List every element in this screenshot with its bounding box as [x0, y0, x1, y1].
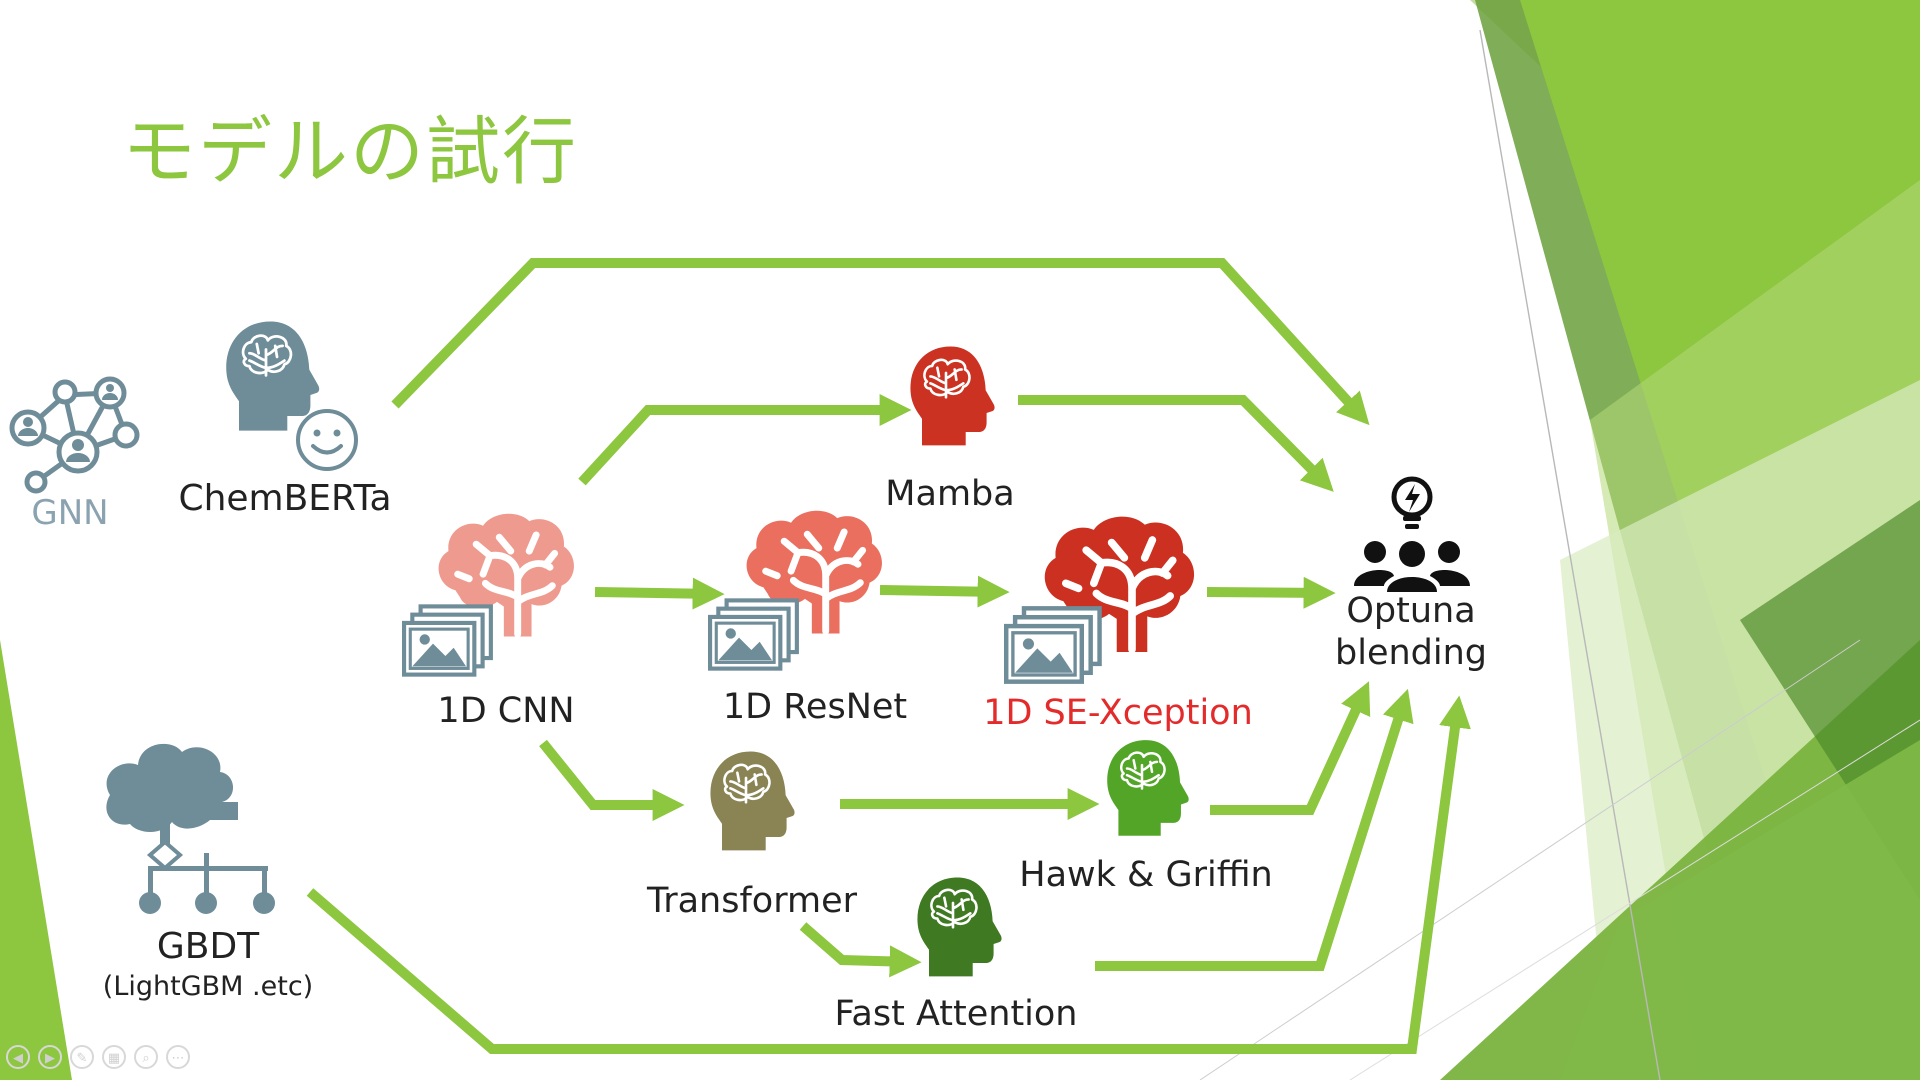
- zoom-icon: ⌕: [142, 1051, 150, 1066]
- slides-icon: ▦: [107, 1051, 121, 1066]
- arrow-sexception-to-optuna: [1206, 576, 1336, 609]
- label-1d-cnn: 1D CNN: [437, 691, 574, 731]
- pen-tool-button[interactable]: ✎: [70, 1045, 94, 1069]
- arrow-hawk-to-optuna: [1210, 681, 1371, 815]
- next-icon: ▶: [45, 1051, 55, 1066]
- label-1d-resnet: 1D ResNet: [723, 687, 907, 727]
- arrow-cnn-to-mamba: [578, 393, 912, 486]
- arrow-transformer-to-fastattn: [799, 922, 922, 978]
- more-options-button[interactable]: ⋯: [166, 1045, 190, 1069]
- slide-title: モデルの試行: [122, 109, 578, 195]
- arrow-resnet-to-sexception: [879, 575, 1010, 608]
- label-chemberta: ChemBERTa: [178, 478, 391, 519]
- team-idea-icon: [1354, 476, 1470, 592]
- arrow-mamba-to-optuna: [1018, 395, 1334, 492]
- label-optuna: Optuna: [1346, 591, 1475, 631]
- brain-images-icon-resnet: [710, 511, 882, 669]
- zoom-button[interactable]: ⌕: [134, 1045, 158, 1069]
- slideshow-nav-bar: ◀ ▶ ✎ ▦ ⌕ ⋯: [6, 1045, 190, 1069]
- label-transformer: Transformer: [646, 881, 858, 921]
- label-blending: blending: [1335, 633, 1487, 673]
- label-gbdt-sub: (LightGBM .etc): [103, 971, 313, 1002]
- prev-icon: ◀: [13, 1051, 23, 1066]
- brain-images-icon-cnn: [404, 514, 574, 675]
- network-people-icon: [9, 376, 140, 494]
- arrow-gbdt-to-optuna: [306, 695, 1471, 1054]
- head-brain-icon-transformer: [710, 751, 795, 851]
- pen-icon: ✎: [76, 1051, 88, 1066]
- label-1d-sexception: 1D SE-Xception: [983, 693, 1253, 733]
- arrow-cnn-to-transformer: [539, 739, 685, 822]
- arrow-fastattn-to-optuna: [1095, 688, 1414, 971]
- brain-images-icon-sexception: [1006, 517, 1194, 682]
- head-brain-icon-hawk: [1107, 740, 1189, 836]
- decision-tree-icon: [106, 743, 275, 914]
- more-icon: ⋯: [171, 1051, 185, 1066]
- node-labels: GNN ChemBERTa GBDT (LightGBM .etc) 1D CN…: [31, 474, 1487, 1034]
- label-hawk-griffin: Hawk & Griffin: [1019, 855, 1272, 895]
- see-all-slides-button[interactable]: ▦: [102, 1045, 126, 1069]
- prev-slide-button[interactable]: ◀: [6, 1045, 30, 1069]
- label-gbdt: GBDT: [157, 926, 260, 967]
- label-mamba: Mamba: [885, 474, 1014, 514]
- next-slide-button[interactable]: ▶: [38, 1045, 62, 1069]
- flow-arrows: [306, 258, 1471, 1054]
- label-fast-attention: Fast Attention: [835, 994, 1078, 1034]
- label-gnn: GNN: [31, 493, 108, 533]
- head-brain-smile-icon: [226, 321, 358, 471]
- head-brain-icon-fastattn: [917, 877, 1002, 977]
- arrow-chemberta-to-optuna: [391, 258, 1370, 426]
- head-brain-icon-mamba: [910, 346, 995, 446]
- arrow-cnn-to-resnet: [594, 577, 725, 610]
